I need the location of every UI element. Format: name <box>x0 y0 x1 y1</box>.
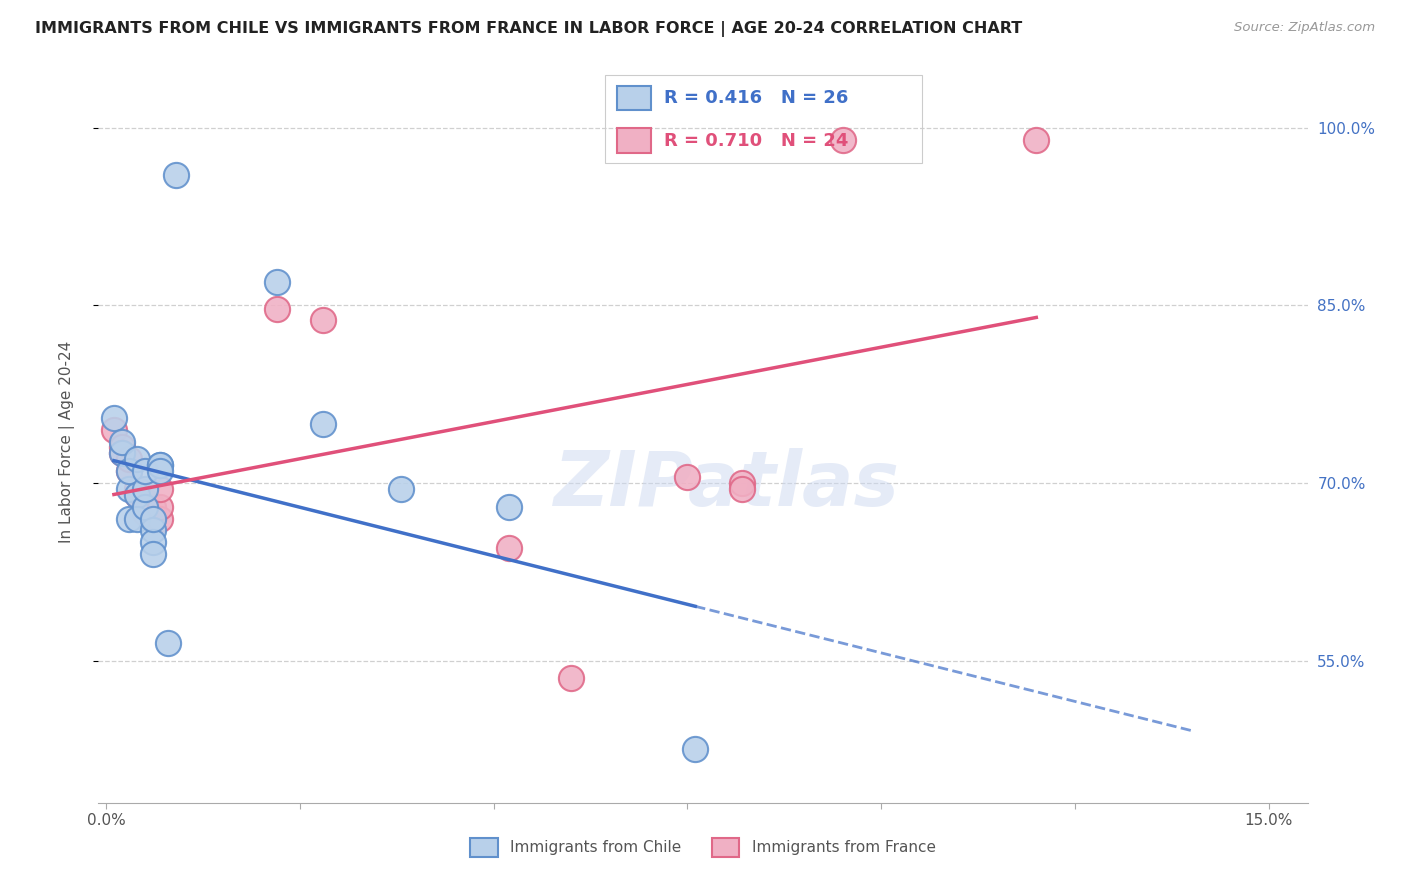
Point <box>560 672 582 686</box>
Legend: Immigrants from Chile, Immigrants from France: Immigrants from Chile, Immigrants from F… <box>471 838 935 856</box>
Point <box>149 482 172 496</box>
Point <box>157 636 180 650</box>
Point <box>266 301 288 316</box>
Point <box>134 464 156 478</box>
Point <box>312 417 335 431</box>
Point <box>134 493 156 508</box>
Point <box>676 470 699 484</box>
Point <box>127 488 149 502</box>
Point <box>142 511 165 525</box>
Point <box>111 441 134 455</box>
Point <box>134 482 156 496</box>
Point <box>127 511 149 525</box>
Point <box>142 511 165 525</box>
Point <box>118 464 141 478</box>
Point <box>134 500 156 514</box>
Point <box>149 464 172 478</box>
Point <box>498 541 520 556</box>
Text: ZIPatlas: ZIPatlas <box>554 448 900 522</box>
Point <box>498 500 520 514</box>
Point <box>118 511 141 525</box>
Point <box>118 464 141 478</box>
Point <box>1025 132 1047 146</box>
Point <box>111 446 134 460</box>
Point <box>831 132 853 146</box>
Point <box>118 452 141 467</box>
Point <box>142 547 165 561</box>
Point <box>389 482 412 496</box>
Point <box>149 511 172 525</box>
Point <box>127 488 149 502</box>
Point <box>111 446 134 460</box>
Text: IMMIGRANTS FROM CHILE VS IMMIGRANTS FROM FRANCE IN LABOR FORCE | AGE 20-24 CORRE: IMMIGRANTS FROM CHILE VS IMMIGRANTS FROM… <box>35 21 1022 37</box>
Y-axis label: In Labor Force | Age 20-24: In Labor Force | Age 20-24 <box>59 341 75 542</box>
Point <box>731 475 754 490</box>
Point <box>149 500 172 514</box>
Point <box>266 275 288 289</box>
Point <box>134 500 156 514</box>
Point <box>142 500 165 514</box>
Point <box>127 452 149 467</box>
Point <box>312 312 335 326</box>
Text: R = 0.710   N = 24: R = 0.710 N = 24 <box>664 132 848 150</box>
Point <box>111 434 134 449</box>
Point <box>149 458 172 473</box>
Point <box>142 535 165 549</box>
Text: Source: ZipAtlas.com: Source: ZipAtlas.com <box>1234 21 1375 34</box>
Point <box>103 410 125 425</box>
Point <box>118 482 141 496</box>
Point <box>731 482 754 496</box>
Point <box>165 168 187 182</box>
Point <box>149 458 172 473</box>
Point <box>127 482 149 496</box>
Point <box>134 506 156 520</box>
Point <box>142 524 165 538</box>
Text: R = 0.416   N = 26: R = 0.416 N = 26 <box>664 89 848 107</box>
Point <box>103 423 125 437</box>
Point <box>683 742 706 756</box>
